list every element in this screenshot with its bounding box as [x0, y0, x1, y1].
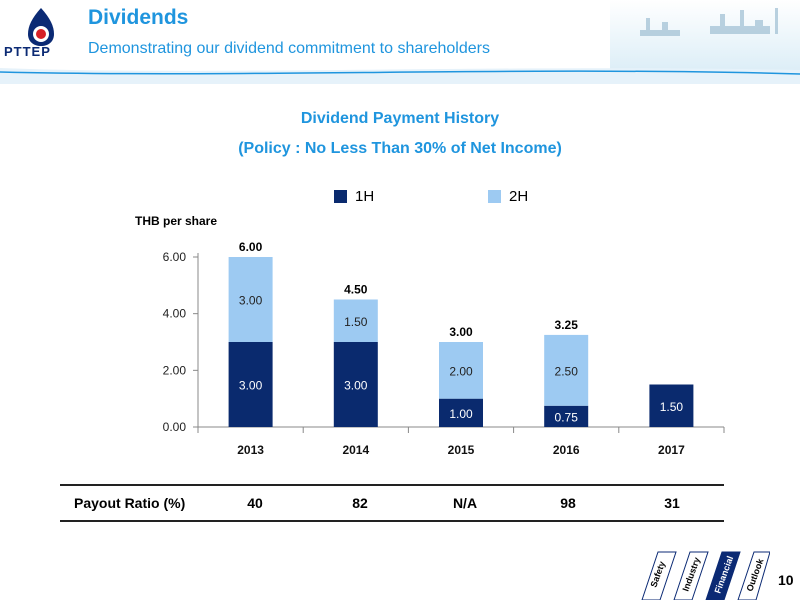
bar-2h-2015: [439, 342, 483, 399]
data-label-2h-2015: 2.00: [449, 364, 473, 378]
page-subtitle: Demonstrating our dividend commitment to…: [88, 40, 490, 57]
total-label-2013: 6.00: [239, 240, 263, 254]
x-tick-label: 2014: [342, 443, 369, 457]
total-label-2014: 4.50: [344, 283, 368, 297]
page-title: Dividends: [88, 6, 189, 29]
payout-value-2016: 98: [560, 495, 576, 511]
legend-item-1h: 1H: [334, 188, 374, 205]
chart-title: Dividend Payment History: [300, 110, 500, 127]
x-tick-label: 2017: [658, 443, 685, 457]
x-tick-label: 2016: [553, 443, 580, 457]
data-label-1h-2014: 3.00: [344, 379, 368, 393]
bar-1h-2017: [649, 384, 694, 427]
nav-tab-outlook[interactable]: [737, 551, 770, 600]
total-label-2016: 3.25: [555, 318, 579, 332]
data-label-2h-2016: 2.50: [555, 364, 579, 378]
data-label-1h-2013: 3.00: [239, 379, 263, 393]
payout-value-2014: 82: [352, 495, 368, 511]
legend-label-2h: 2H: [509, 188, 529, 205]
y-tick-label: 6.00: [163, 250, 187, 264]
y-tick-label: 4.00: [163, 307, 187, 321]
x-tick-label: 2015: [448, 443, 475, 457]
payout-value-2013: 40: [247, 495, 263, 511]
total-label-2015: 3.00: [449, 325, 473, 339]
data-label-1h-2017: 1.50: [660, 400, 684, 414]
bar-1h-2013: [228, 342, 273, 427]
y-tick-label: 0.00: [163, 420, 187, 434]
bar-2h-2013: [228, 257, 273, 342]
page-number: 10: [778, 572, 794, 588]
nav-tab-financial[interactable]: [705, 551, 741, 600]
chart-subtitle: (Policy : No Less Than 30% of Net Income…: [238, 140, 562, 157]
data-label-2h-2014: 1.50: [344, 315, 368, 329]
legend-swatch-1h: [334, 190, 347, 203]
offshore-platform-image: [610, 0, 800, 78]
data-label-1h-2016: 0.75: [555, 410, 579, 424]
bar-1h-2016: [544, 405, 589, 427]
bar-1h-2014: [333, 342, 378, 427]
payout-ratio-row: Payout Ratio (%) 40 82 N/A 98 31: [60, 484, 724, 522]
payout-value-2015: N/A: [452, 495, 478, 511]
bar-2h-2016: [544, 334, 589, 406]
y-axis-label: THB per share: [135, 214, 218, 228]
bar-1h-2015: [439, 398, 483, 427]
nav-tab-safety[interactable]: [641, 551, 677, 600]
pttep-logo-icon: [28, 8, 54, 46]
bar-2h-2014: [333, 299, 378, 342]
nav-tab-industry[interactable]: [673, 551, 709, 600]
header-wave-band: [0, 68, 800, 84]
data-label-2h-2013: 3.00: [239, 294, 263, 308]
x-tick-label: 2013: [237, 443, 264, 457]
section-nav: Safety Industry Financial Outlook: [641, 551, 770, 600]
logo-text: PTTEP: [4, 44, 51, 59]
header: PTTEP Dividends Demonstrating our divide…: [0, 0, 800, 84]
data-label-1h-2015: 1.00: [449, 407, 473, 421]
legend-swatch-2h: [488, 190, 501, 203]
legend-item-2h: 2H: [488, 188, 528, 205]
y-tick-label: 2.00: [163, 363, 187, 377]
legend-label-1h: 1H: [355, 188, 375, 205]
payout-ratio-label: Payout Ratio (%): [74, 495, 186, 511]
payout-value-2017: 31: [664, 495, 680, 511]
